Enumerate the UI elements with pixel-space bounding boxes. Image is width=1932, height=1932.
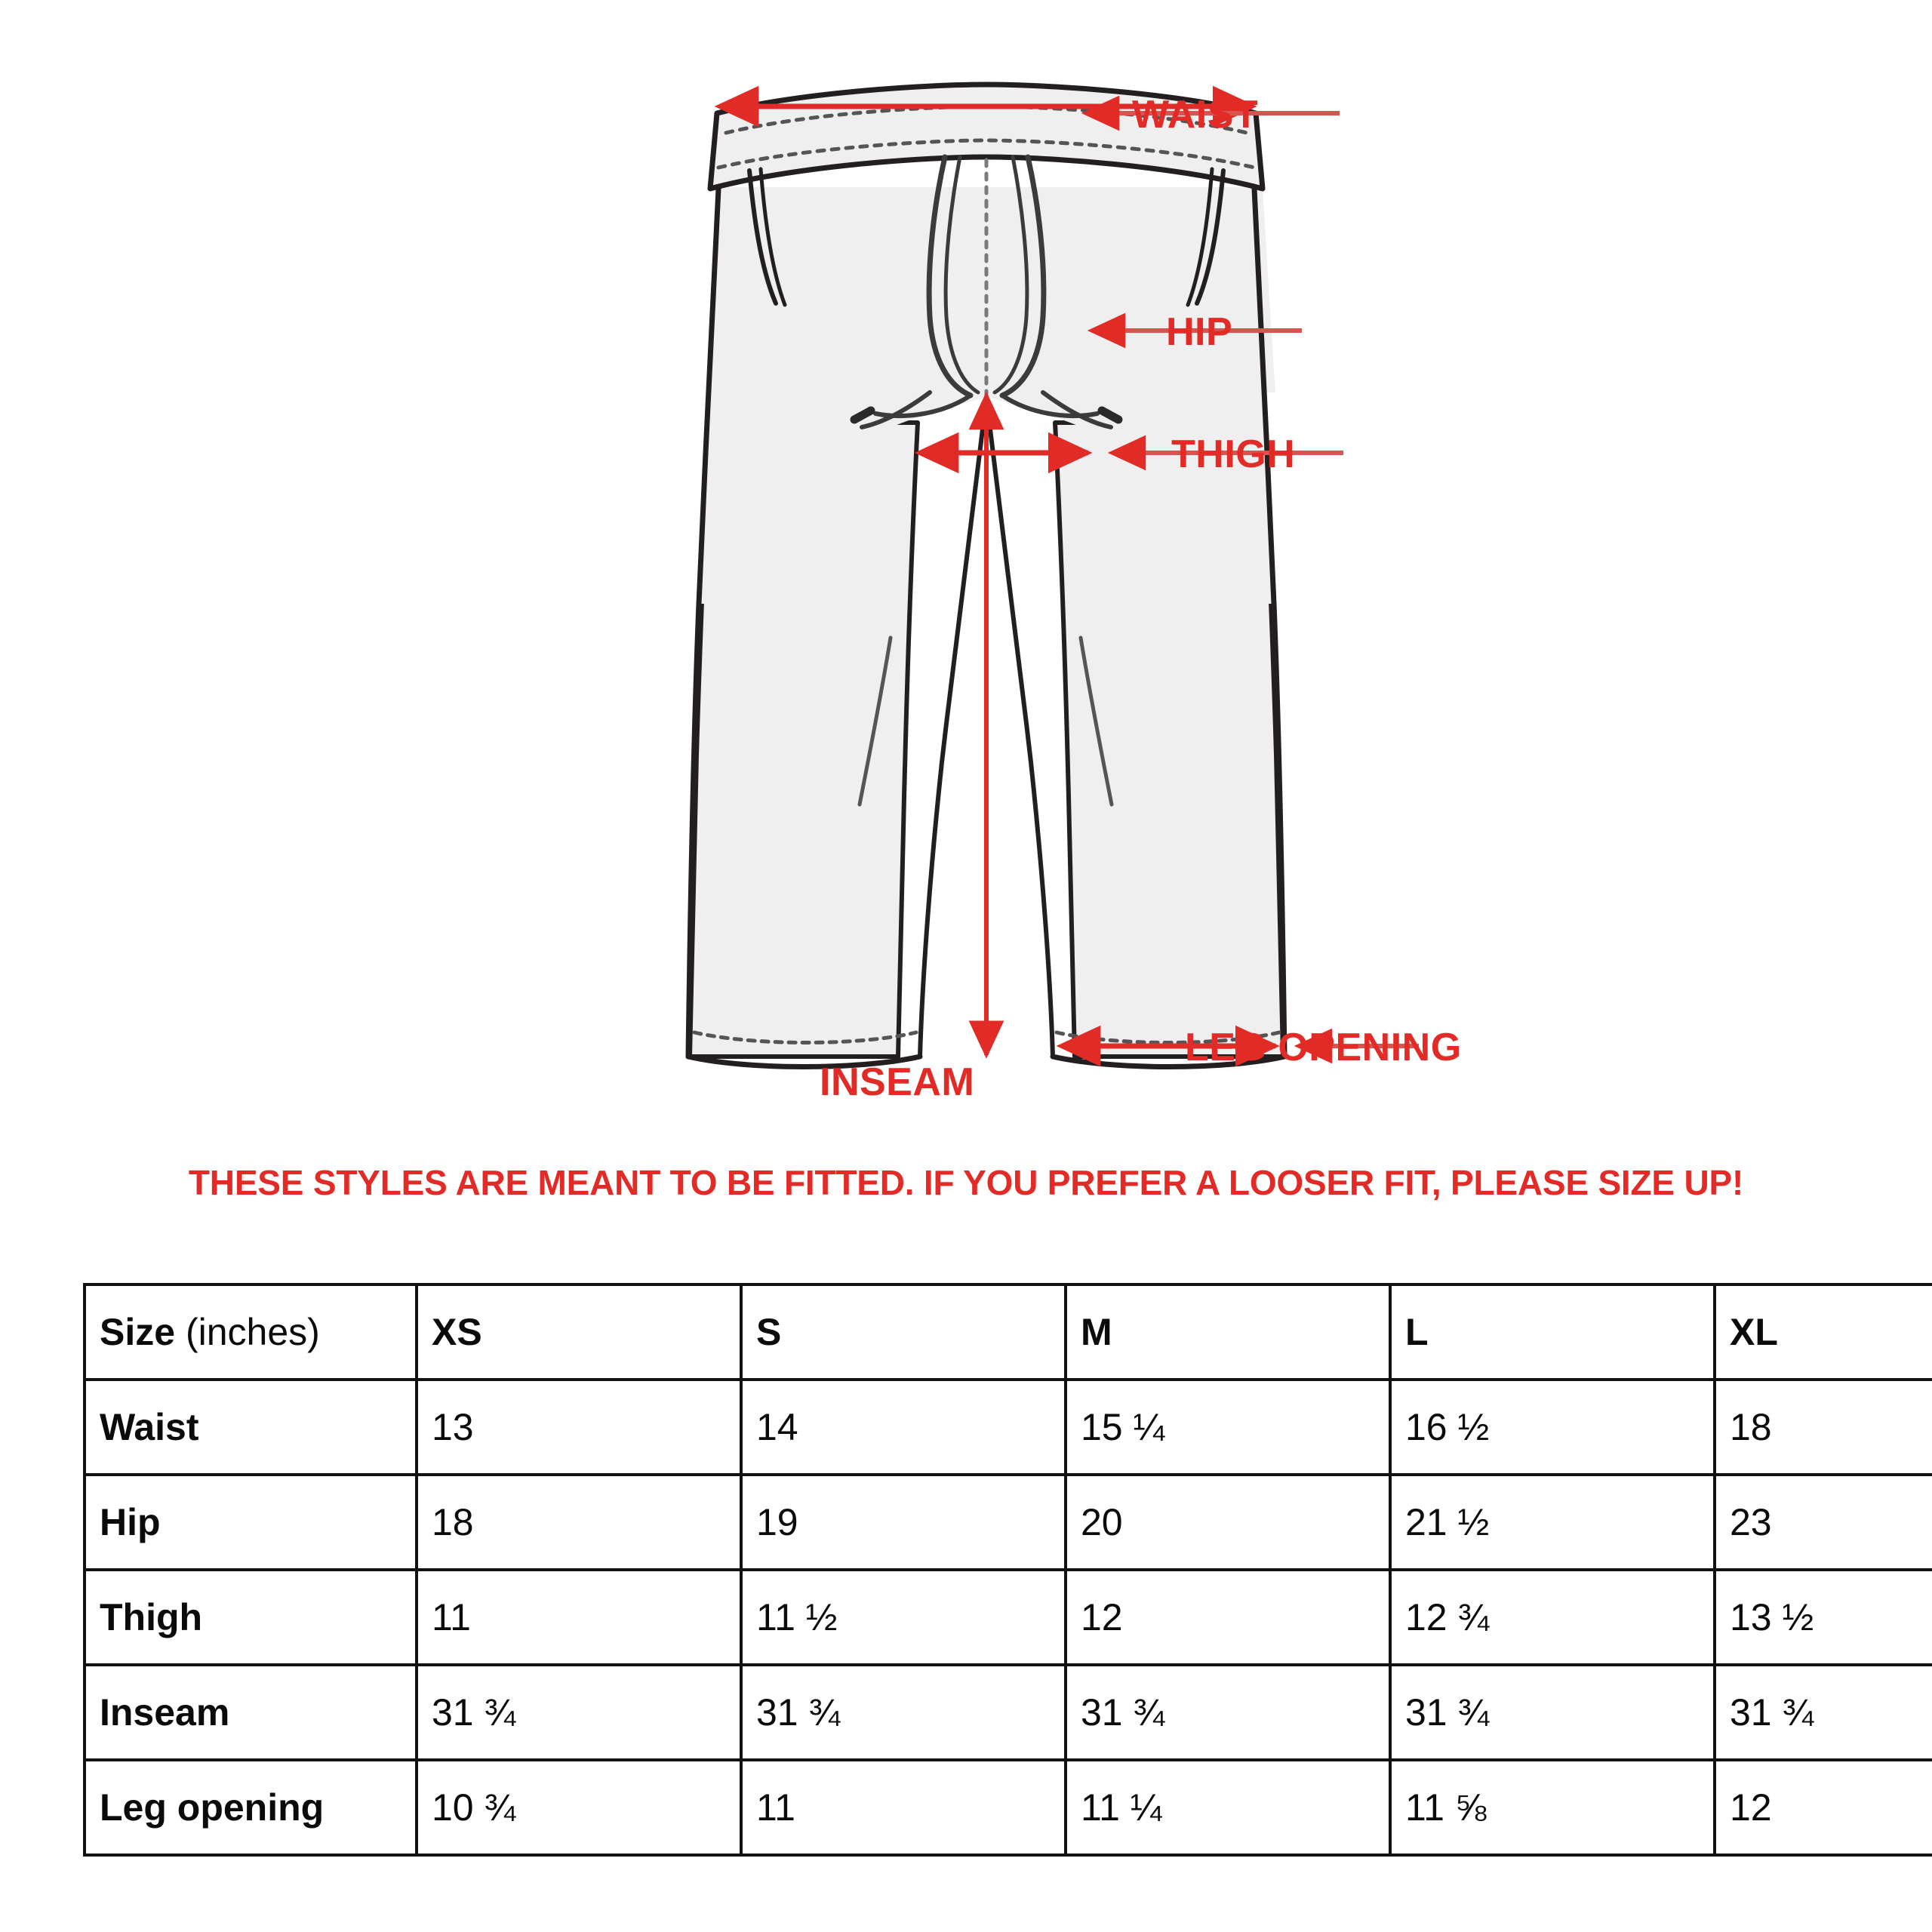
cell-leg-opening-xl: 12 — [1713, 1758, 1932, 1857]
cell-waist-xs: 13 — [415, 1378, 743, 1476]
column-header-l: L — [1389, 1283, 1716, 1381]
size-table-container: Size (inches) XS S M L XL Waist 13 14 15… — [83, 1283, 1932, 1857]
row-header-inseam: Inseam — [83, 1663, 418, 1761]
table-header-row: Size (inches) XS S M L XL — [83, 1283, 1932, 1381]
cell-thigh-s: 11 ½ — [740, 1568, 1067, 1666]
cell-thigh-xs: 11 — [415, 1568, 743, 1666]
callout-label-inseam: INSEAM — [820, 1060, 975, 1104]
row-header-hip: Hip — [83, 1473, 418, 1571]
row-header-thigh: Thigh — [83, 1568, 418, 1666]
cell-hip-xl: 23 — [1713, 1473, 1932, 1571]
row-header-leg-opening: Leg opening — [83, 1758, 418, 1857]
cell-inseam-xl: 31 ¾ — [1713, 1663, 1932, 1761]
table-row: Inseam 31 ¾ 31 ¾ 31 ¾ 31 ¾ 31 ¾ — [83, 1663, 1932, 1761]
callout-waist — [714, 85, 1340, 131]
column-header-xl: XL — [1713, 1283, 1932, 1381]
column-header-xs: XS — [415, 1283, 743, 1381]
size-label: Size — [100, 1311, 176, 1353]
cell-leg-opening-m: 11 ¼ — [1064, 1758, 1392, 1857]
size-unit-label: (inches) — [185, 1311, 320, 1353]
callout-label-waist: WAIST — [1132, 93, 1259, 137]
table-row: Leg opening 10 ¾ 11 11 ¼ 11 ⅝ 12 — [83, 1758, 1932, 1857]
cell-hip-m: 20 — [1064, 1473, 1392, 1571]
cell-leg-opening-xs: 10 ¾ — [415, 1758, 743, 1857]
row-header-waist: Waist — [83, 1378, 418, 1476]
table-row: Thigh 11 11 ½ 12 12 ¾ 13 ½ — [83, 1568, 1932, 1666]
cell-inseam-s: 31 ¾ — [740, 1663, 1067, 1761]
cell-waist-s: 14 — [740, 1378, 1067, 1476]
size-chart-table: Size (inches) XS S M L XL Waist 13 14 15… — [83, 1283, 1932, 1857]
cell-waist-l: 16 ½ — [1389, 1378, 1716, 1476]
table-corner-cell: Size (inches) — [83, 1283, 418, 1381]
cell-thigh-l: 12 ¾ — [1389, 1568, 1716, 1666]
callout-label-leg-opening: LEG OPENING — [1185, 1026, 1462, 1069]
table-row: Waist 13 14 15 ¼ 16 ½ 18 — [83, 1378, 1932, 1476]
callout-label-hip: HIP — [1166, 310, 1233, 354]
cell-waist-m: 15 ¼ — [1064, 1378, 1392, 1476]
cell-inseam-l: 31 ¾ — [1389, 1663, 1716, 1761]
cell-hip-xs: 18 — [415, 1473, 743, 1571]
cell-waist-xl: 18 — [1713, 1378, 1932, 1476]
cell-hip-l: 21 ½ — [1389, 1473, 1716, 1571]
cell-thigh-m: 12 — [1064, 1568, 1392, 1666]
column-header-m: M — [1064, 1283, 1392, 1381]
callout-label-thigh: THIGH — [1171, 432, 1296, 476]
table-row: Hip 18 19 20 21 ½ 23 — [83, 1473, 1932, 1571]
cell-leg-opening-s: 11 — [740, 1758, 1067, 1857]
cell-inseam-m: 31 ¾ — [1064, 1663, 1392, 1761]
cell-thigh-xl: 13 ½ — [1713, 1568, 1932, 1666]
pants-measurement-diagram: WAIST HIP THIGH INSEAM LEG OPENING — [685, 82, 1462, 1104]
column-header-s: S — [740, 1283, 1067, 1381]
cell-inseam-xs: 31 ¾ — [415, 1663, 743, 1761]
fit-warning-text: THESE STYLES ARE MEANT TO BE FITTED. IF … — [188, 1163, 1744, 1202]
cell-hip-s: 19 — [740, 1473, 1067, 1571]
cell-leg-opening-l: 11 ⅝ — [1389, 1758, 1716, 1857]
